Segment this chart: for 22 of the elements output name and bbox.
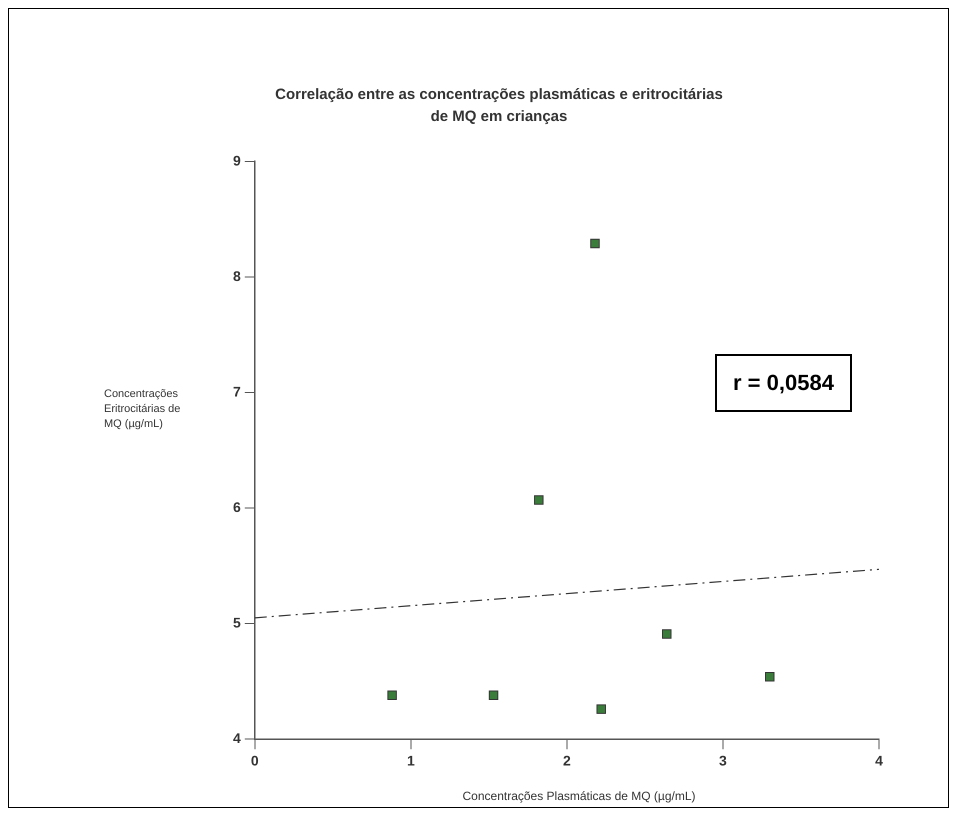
point xyxy=(765,672,775,682)
x-axis-title: Concentrações Plasmáticas de MQ (µg/mL) xyxy=(462,789,696,803)
point xyxy=(596,704,606,714)
x-tick-label: 1 xyxy=(406,752,415,768)
point xyxy=(387,690,397,700)
y-axis-title: Concentrações Eritrocitárias de MQ (µg/mL) xyxy=(104,387,182,432)
x-tick-label: 3 xyxy=(719,752,728,768)
point xyxy=(488,690,498,700)
y-tick-label: 4 xyxy=(232,730,241,746)
y-tick-label: 5 xyxy=(232,614,241,630)
y-tick-label: 9 xyxy=(232,152,241,168)
x-tick-label: 0 xyxy=(250,752,259,768)
point xyxy=(662,629,672,639)
point xyxy=(590,238,600,248)
y-tick-label: 7 xyxy=(232,383,241,400)
chart-title: Correlação entre as concentrações plasmáticas e eritrocitárias de MQ em crianças xyxy=(274,85,724,127)
point xyxy=(534,495,544,505)
x-tick-label: 4 xyxy=(875,752,884,768)
y-tick-label: 8 xyxy=(232,268,241,284)
annotation: r = 0,0584 xyxy=(715,354,852,412)
y-tick-label: 6 xyxy=(232,498,241,515)
x-tick-label: 2 xyxy=(562,752,571,768)
